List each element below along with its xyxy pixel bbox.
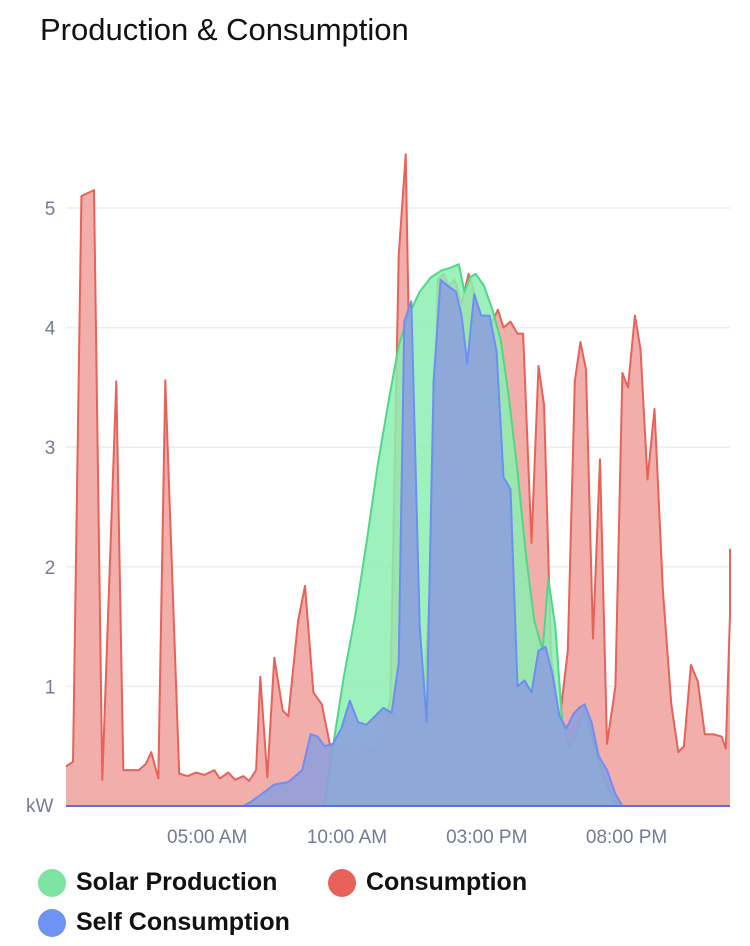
self-consumption-line [243, 278, 624, 807]
self-consumption-area [243, 279, 623, 806]
legend-label: Self Consumption [76, 908, 290, 936]
y-tick-label: 1 [45, 677, 56, 698]
y-tick-label: 5 [45, 199, 56, 220]
y-tick-label: 2 [45, 558, 56, 579]
solar-production-swatch [38, 868, 66, 897]
legend-item-consumption[interactable]: Consumption [328, 868, 527, 897]
y-tick-label: 4 [45, 319, 56, 340]
legend-item-self-consumption[interactable]: Self Consumption [38, 908, 290, 937]
legend-item-solar-production[interactable]: Solar Production [38, 868, 277, 897]
x-tick-label: 10:00 AM [307, 827, 387, 848]
x-tick-label: 05:00 AM [167, 827, 247, 848]
y-tick-label: 3 [45, 438, 56, 459]
x-tick-label: 08:00 PM [586, 827, 667, 848]
production-consumption-chart: 1 2 3 4 5 kW 05:00 AM 10:00 AM 03:00 PM 08:00 PM [26, 153, 731, 848]
legend-label: Consumption [366, 868, 528, 896]
self-consumption-swatch [38, 908, 66, 937]
chart-title: Production & Consumption [40, 12, 409, 47]
x-tick-label: 03:00 PM [446, 827, 527, 848]
legend-label: Solar Production [76, 868, 278, 896]
y-axis-unit-label: kW [26, 796, 54, 817]
consumption-swatch [328, 868, 356, 897]
